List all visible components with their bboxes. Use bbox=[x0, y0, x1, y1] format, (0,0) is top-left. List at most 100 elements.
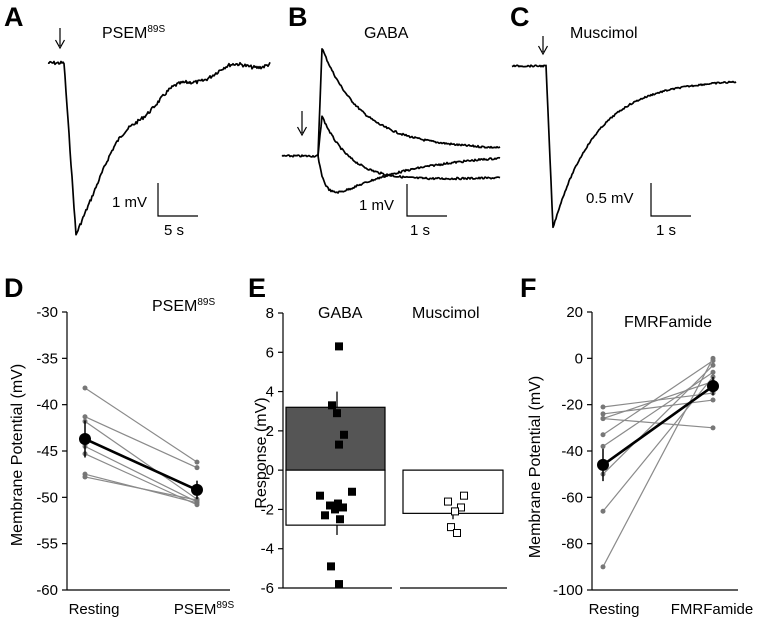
panel-e-gaba-negative-point bbox=[336, 515, 344, 524]
panel-e-gaba-positive-point bbox=[340, 430, 348, 439]
panel-d-individual-line bbox=[84, 416, 198, 469]
panel-f-individual-line bbox=[602, 417, 714, 429]
panel-e-muscimol-point bbox=[453, 529, 461, 537]
panel-label-c: C bbox=[510, 2, 530, 32]
voltage-trace-b-depolarizing bbox=[281, 48, 501, 158]
scale-bar-c bbox=[650, 183, 691, 217]
panel-d-y-tick-label: -50 bbox=[36, 489, 58, 506]
stimulus-arrow-b bbox=[296, 111, 308, 137]
stimulus-arrow-a bbox=[54, 28, 66, 50]
scale-label-x-a: 5 s bbox=[164, 222, 184, 239]
panel-e-y-tick-label: -2 bbox=[261, 501, 274, 518]
scale-label-y-c: 0.5 mV bbox=[586, 190, 634, 207]
stimulus-arrow-c bbox=[537, 36, 549, 56]
panel-f-individual-point bbox=[710, 355, 716, 361]
panel-e-y-tick-label: 0 bbox=[266, 462, 274, 479]
panel-d-y-tick-label: -40 bbox=[36, 397, 58, 414]
panel-d-x-label-resting: Resting bbox=[69, 601, 120, 618]
panel-e-gaba-positive-point bbox=[333, 409, 341, 418]
panel-f-y-tick-label: -60 bbox=[561, 489, 583, 506]
panel-f-individual-line bbox=[602, 371, 714, 447]
panel-e-plot: 8 6 4 2 0 -2 -4 -6 bbox=[261, 305, 507, 597]
panel-e-y-tick-label: 4 bbox=[266, 384, 274, 401]
panel-label-a: A bbox=[4, 2, 24, 32]
panel-d-individual-point bbox=[82, 474, 88, 480]
panel-f-mean-point bbox=[707, 380, 719, 393]
panel-d-x-label-psem: PSEM89S bbox=[174, 600, 235, 618]
panel-e-gaba-negative-point bbox=[326, 501, 334, 510]
scale-label-x-b: 1 s bbox=[410, 222, 430, 239]
panel-e-gaba-negative-point bbox=[327, 562, 335, 571]
scale-label-y-b: 1 mV bbox=[359, 197, 394, 214]
panel-label-f: F bbox=[520, 273, 537, 303]
panel-d-y-axis-label: Membrane Potential (mV) bbox=[9, 364, 26, 546]
panel-e-y-tick-label: -4 bbox=[261, 541, 274, 558]
panel-d-mean-point bbox=[79, 432, 91, 445]
panel-c-title: Muscimol bbox=[570, 25, 638, 42]
panel-e-muscimol-point bbox=[444, 497, 452, 506]
panel-e-y-tick-label: 8 bbox=[266, 305, 274, 322]
voltage-trace-b-hyperpolarizing bbox=[317, 155, 501, 194]
panel-e-gaba-negative-point bbox=[339, 503, 347, 512]
panel-f-individual-point bbox=[600, 404, 606, 410]
panel-d-plot: -30 -35 -40 -45 -50 -55 -60 bbox=[36, 304, 230, 599]
panel-f-individual-point bbox=[710, 425, 716, 431]
panel-b-title: GABA bbox=[364, 25, 409, 42]
panel-d-individual-point bbox=[194, 459, 200, 465]
panel-f-title: FMRFamide bbox=[624, 314, 712, 331]
panel-e-gaba-negative-point bbox=[331, 505, 339, 514]
panel-f-individual-point bbox=[600, 416, 606, 422]
panel-d-individual-point bbox=[82, 414, 88, 420]
panel-e-muscimol-point bbox=[447, 523, 455, 532]
panel-e-gaba-negative-point bbox=[316, 491, 324, 500]
panel-d-individual-line bbox=[84, 476, 198, 501]
panel-f-individual-line bbox=[602, 358, 714, 568]
panel-e-muscimol-point bbox=[460, 491, 468, 500]
panel-f-y-tick-label: -80 bbox=[561, 536, 583, 553]
panel-d-title: PSEM89S bbox=[152, 297, 215, 315]
panel-e-y-tick-label: 6 bbox=[266, 344, 274, 361]
panel-f-individual-point bbox=[710, 369, 716, 375]
panel-d-individual-line bbox=[84, 387, 198, 463]
panel-f-individual-point bbox=[600, 508, 606, 514]
panel-f-individual-line bbox=[602, 380, 714, 420]
scale-label-x-c: 1 s bbox=[656, 222, 676, 239]
voltage-trace-a bbox=[47, 60, 271, 236]
panel-f-individual-line bbox=[602, 399, 714, 415]
panel-f-individual-point bbox=[600, 432, 606, 438]
panel-e-gaba-negative-point bbox=[335, 580, 343, 589]
panel-e-gaba-negative-bar bbox=[285, 469, 386, 526]
voltage-trace-b-mixed bbox=[317, 115, 501, 181]
panel-e-muscimol-bar bbox=[402, 469, 504, 514]
panel-d-y-tick-label: -55 bbox=[36, 536, 58, 553]
panel-d-individual-line bbox=[84, 420, 198, 500]
panel-d-individual-line bbox=[84, 445, 198, 503]
panel-f-individual-point bbox=[710, 362, 716, 368]
panel-e-gaba-positive-point bbox=[328, 401, 336, 410]
panel-e-muscimol-point bbox=[451, 507, 459, 516]
panel-d-y-tick-label: -60 bbox=[36, 582, 58, 599]
panel-e-gaba-positive-point bbox=[335, 440, 343, 449]
panel-e-gaba-positive-point bbox=[335, 342, 343, 351]
panel-e-gaba-negative-point bbox=[321, 511, 329, 520]
voltage-trace-c bbox=[511, 64, 737, 229]
scale-bar-b bbox=[406, 184, 447, 217]
panel-d-individual-point bbox=[82, 385, 88, 391]
scale-label-y-a: 1 mV bbox=[112, 194, 147, 211]
panel-f-individual-line bbox=[602, 364, 714, 475]
panel-d-mean-line bbox=[84, 437, 198, 492]
panel-label-e: E bbox=[248, 273, 266, 303]
panel-d-mean-point bbox=[191, 483, 203, 496]
panel-f-x-label-fmrfamide: FMRFamide bbox=[671, 601, 754, 618]
scale-bar-a bbox=[157, 183, 198, 217]
panel-f-y-tick-label: -40 bbox=[561, 443, 583, 460]
panel-e-y-axis-label: Response (mV) bbox=[253, 397, 270, 508]
panel-f-y-tick-label: -20 bbox=[561, 397, 583, 414]
panel-f-y-tick-label: 0 bbox=[575, 350, 583, 367]
panel-e-gaba-negative-point bbox=[348, 487, 356, 496]
panel-f-mean-point bbox=[597, 458, 609, 471]
panel-e-y-tick-label: -6 bbox=[261, 580, 274, 597]
panel-e-title-gaba: GABA bbox=[318, 305, 363, 322]
panel-f-y-axis-label: Membrane Potential (mV) bbox=[527, 376, 544, 558]
